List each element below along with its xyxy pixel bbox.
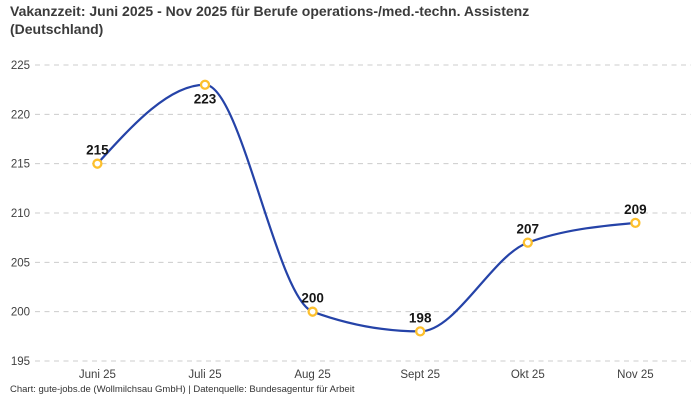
data-point-label: 200 [301,291,324,306]
y-tick-label: 210 [11,208,30,220]
x-tick-label: Okt 25 [511,369,545,381]
chart-title: Vakanzzeit: Juni 2025 - Nov 2025 für Ber… [10,3,530,37]
data-point-marker [630,217,641,229]
data-point-label: 207 [517,222,540,237]
data-point-marker [92,158,103,169]
y-tick-label: 225 [11,60,30,72]
data-point-label: 198 [409,310,432,325]
y-tick-label: 195 [11,356,30,368]
x-tick-label: Juni 25 [79,369,116,381]
data-point-marker [307,306,318,317]
x-tick-label: Sept 25 [400,369,440,381]
y-tick-label: 220 [11,109,30,121]
data-point-marker [522,237,533,248]
x-tick-label: Juli 25 [188,369,221,381]
data-point-label: 209 [624,202,647,217]
chart-credit: Chart: gute-jobs.de (Wollmilchsau GmbH) … [10,384,355,395]
y-tick-label: 200 [11,307,30,319]
data-point-label: 223 [194,92,217,107]
data-point-label: 215 [86,143,109,158]
data-point-marker [415,326,426,337]
y-tick-label: 205 [11,257,30,269]
line-series-path [96,83,637,333]
data-point-marker [199,79,211,90]
x-tick-label: Nov 25 [617,369,653,381]
x-tick-label: Aug 25 [294,369,330,381]
y-tick-label: 215 [11,159,30,171]
